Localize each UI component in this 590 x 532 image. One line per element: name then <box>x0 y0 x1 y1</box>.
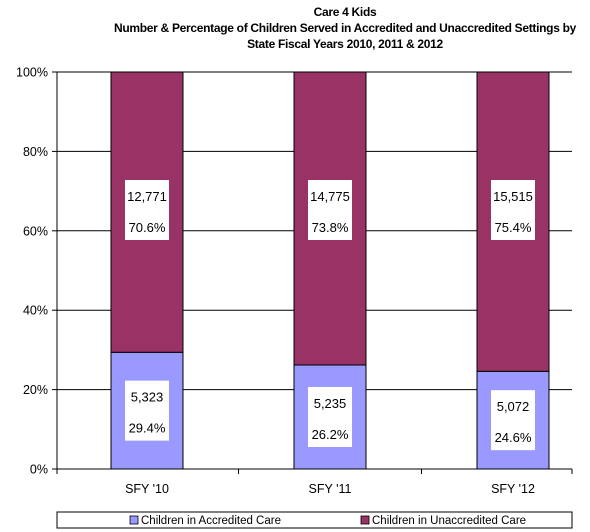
data-label-count: 14,775 <box>310 189 350 204</box>
y-tick-label: 100% <box>16 66 48 80</box>
data-label-percent: 70.6% <box>129 220 166 235</box>
chart-subtitle-line-1: Number & Percentage of Children Served i… <box>114 21 577 35</box>
data-label-count: 12,771 <box>127 189 167 204</box>
data-label-percent: 24.6% <box>495 430 532 445</box>
y-tick-label: 0% <box>30 463 48 477</box>
data-label-box <box>308 386 352 447</box>
x-tick-label: SFY '12 <box>491 482 535 496</box>
y-tick-label: 40% <box>23 304 48 318</box>
data-label-box <box>491 390 535 451</box>
data-label-count: 5,235 <box>314 396 347 411</box>
legend-label: Children in Accredited Care <box>141 515 281 527</box>
x-tick-label: SFY '10 <box>125 482 169 496</box>
y-tick-label: 20% <box>23 383 48 397</box>
legend-swatch <box>360 515 370 525</box>
legend-swatch <box>129 515 139 525</box>
x-tick-label: SFY '11 <box>309 482 352 496</box>
data-label-percent: 73.8% <box>312 220 349 235</box>
data-label-box <box>125 380 169 441</box>
chart-title-line: Care 4 Kids <box>314 5 377 19</box>
data-label-count: 5,323 <box>131 390 164 405</box>
data-label-percent: 75.4% <box>495 220 532 235</box>
data-label-count: 5,072 <box>497 399 530 414</box>
data-label-count: 15,515 <box>493 189 533 204</box>
legend-label: Children in Unaccredited Care <box>372 515 526 527</box>
chart-title: Care 4 Kids Number & Percentage of Child… <box>114 5 577 51</box>
y-tick-label: 80% <box>23 145 48 159</box>
data-label-box <box>491 180 535 240</box>
data-label-box <box>125 180 169 240</box>
data-label-box <box>308 180 352 240</box>
data-labels: 5,323 29.4% 12,771 70.6% 5,235 26.2% 14,775 73.… <box>125 180 535 451</box>
legend: Children in Accredited Care Children in U… <box>56 511 573 529</box>
y-tick-label: 60% <box>23 224 48 238</box>
data-label-percent: 29.4% <box>129 421 166 436</box>
data-label-percent: 26.2% <box>312 427 349 442</box>
legend-box <box>56 511 573 529</box>
chart-subtitle-line-2: State Fiscal Years 2010, 2011 & 2012 <box>247 37 443 51</box>
